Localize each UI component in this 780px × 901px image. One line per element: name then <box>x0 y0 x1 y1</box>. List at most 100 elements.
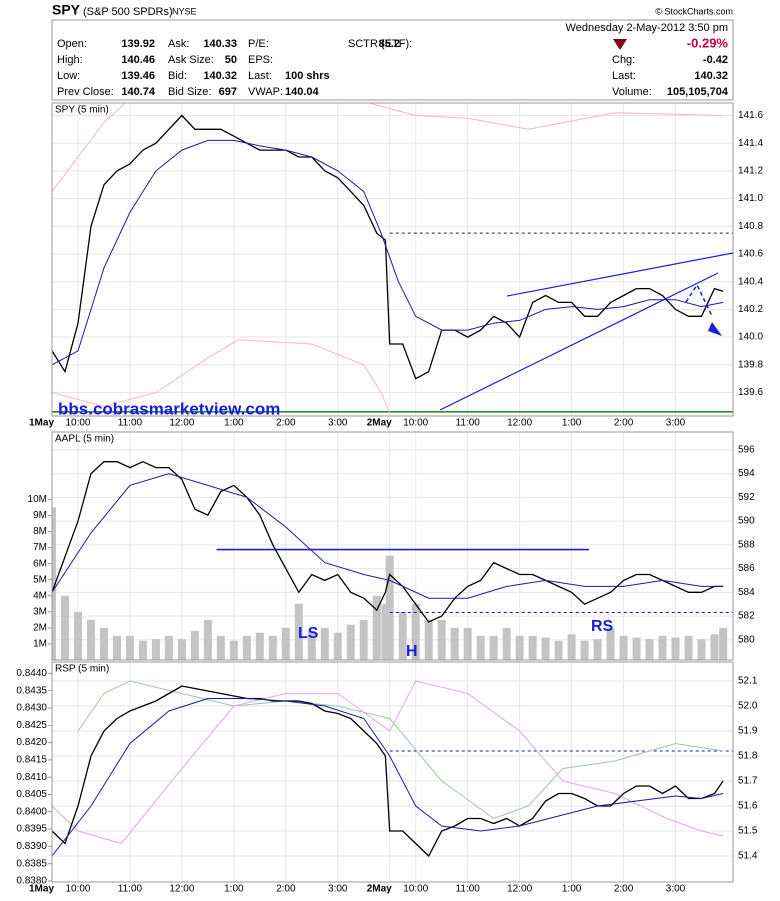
stat-label: Last: <box>612 70 636 82</box>
volume-bar <box>710 634 719 660</box>
quote-label: Bid Size: <box>168 86 211 98</box>
quote-value: 697 <box>219 86 237 98</box>
volume-bar <box>229 640 238 660</box>
volume-tick-label: 6M <box>33 558 47 569</box>
volume-bar <box>632 637 641 660</box>
y-tick-label: 51.8 <box>738 751 758 762</box>
volume-bar <box>515 635 524 660</box>
x-tick-label: 1:00 <box>224 884 244 895</box>
volume-bar <box>151 639 160 660</box>
volume-bar <box>541 637 550 660</box>
panel-title: RSP (5 min) <box>55 664 109 675</box>
y-tick-label: 51.6 <box>738 801 758 812</box>
volume-bar <box>216 635 225 660</box>
watermark: bbs.cobrasmarketview.com <box>58 399 280 418</box>
volume-bar <box>528 635 537 660</box>
trendline <box>439 272 719 411</box>
volume-bar <box>255 632 264 660</box>
stat-value: 105,105,704 <box>667 86 729 98</box>
volume-bar <box>580 640 589 660</box>
volume-bar <box>398 611 407 660</box>
annotation: RS <box>591 618 614 635</box>
volume-bar <box>125 635 134 660</box>
x-tick-label: 3:00 <box>666 418 686 429</box>
price-line <box>52 680 724 845</box>
volume-tick-label: 3M <box>33 606 47 617</box>
stat-label: Volume: <box>612 86 652 98</box>
x-tick-label: 11:00 <box>456 884 481 895</box>
volume-bar <box>346 624 355 660</box>
y-tick-label: 592 <box>738 492 755 503</box>
x-tick-label: 12:00 <box>507 884 532 895</box>
quote-label: Ask: <box>168 38 189 50</box>
volume-tick-label: 8M <box>33 526 47 537</box>
volume-tick-label: 4M <box>33 590 47 601</box>
volume-bar <box>333 632 342 660</box>
quote-label: Open: <box>57 38 87 50</box>
volume-bar <box>489 635 498 660</box>
x-tick-label: 10:00 <box>403 418 428 429</box>
volume-bar <box>268 635 277 660</box>
quote-value: 140.32 <box>203 70 237 82</box>
stat-value: 140.32 <box>694 70 728 82</box>
volume-tick-label: 10M <box>28 494 47 505</box>
x-tick-label: 1:00 <box>562 884 582 895</box>
volume-bar <box>112 635 121 660</box>
volume-bar <box>99 627 108 660</box>
arrow-head <box>708 322 722 336</box>
stat-label: Chg: <box>612 54 635 66</box>
quote-value: 140.33 <box>203 38 237 50</box>
panel-frame <box>51 102 734 417</box>
quote-value: 50 <box>225 54 237 66</box>
annotation: LS <box>298 625 319 642</box>
volume-bar <box>86 619 95 660</box>
stat-value: -0.42 <box>703 54 728 66</box>
quote-value: 139.92 <box>121 38 155 50</box>
volume-tick-label: 2M <box>33 623 47 634</box>
y-tick-label: 140.0 <box>738 332 763 343</box>
volume-bar <box>619 635 628 660</box>
volume-tick-label: 9M <box>33 510 47 521</box>
volume-bar <box>463 627 472 660</box>
volume-bar <box>606 627 615 660</box>
panel-frame <box>51 431 734 661</box>
annotation: H <box>406 643 418 660</box>
plot-area <box>52 662 733 882</box>
y2-tick-label: 0.8430 <box>16 703 47 714</box>
y2-tick-label: 0.8435 <box>16 685 47 696</box>
quote-label: High: <box>57 54 83 66</box>
down-arrow <box>613 39 627 50</box>
y-tick-label: 139.6 <box>738 387 763 398</box>
x-tick-label: 10:00 <box>403 884 428 895</box>
volume-bar <box>164 635 173 660</box>
volume-tick-label: 5M <box>33 574 47 585</box>
price-line <box>52 473 724 599</box>
quote-label: P/E: <box>248 38 269 50</box>
volume-bar <box>719 627 728 660</box>
volume-bar <box>60 595 69 660</box>
y2-tick-label: 0.8400 <box>16 806 47 817</box>
change-pct: -0.29% <box>687 35 729 50</box>
y-tick-label: 140.6 <box>738 249 763 260</box>
price-line <box>52 698 724 857</box>
quote-value: 139.46 <box>121 70 155 82</box>
quote-label: SCTR (ETF): <box>348 38 412 50</box>
y-tick-label: 588 <box>738 539 755 550</box>
x-tick-label: 11:00 <box>118 884 143 895</box>
symbol: SPY <box>52 2 81 18</box>
x-tick-label: 12:00 <box>169 884 194 895</box>
y-tick-label: 586 <box>738 563 755 574</box>
y-tick-label: 141.4 <box>738 138 763 149</box>
x-tick-label: 12:00 <box>507 418 532 429</box>
quote-box <box>51 19 734 101</box>
volume-bar <box>381 603 390 660</box>
price-line <box>77 680 724 820</box>
x-tick-label: 1:00 <box>224 418 244 429</box>
x-tick-label: 10:00 <box>65 884 90 895</box>
y-tick-label: 141.2 <box>738 166 763 177</box>
y-tick-label: 51.5 <box>738 826 758 837</box>
y-tick-label: 141.6 <box>738 110 763 121</box>
y2-tick-label: 0.8390 <box>16 841 47 852</box>
y-tick-label: 140.2 <box>738 304 763 315</box>
